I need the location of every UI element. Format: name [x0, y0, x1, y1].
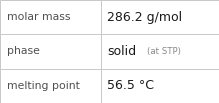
Text: 56.5 °C: 56.5 °C: [107, 79, 154, 92]
Text: molar mass: molar mass: [7, 12, 70, 22]
Text: (at STP): (at STP): [147, 47, 181, 56]
Text: melting point: melting point: [7, 81, 79, 91]
Text: phase: phase: [7, 46, 39, 57]
Text: solid: solid: [107, 45, 136, 58]
Text: 286.2 g/mol: 286.2 g/mol: [107, 11, 182, 24]
